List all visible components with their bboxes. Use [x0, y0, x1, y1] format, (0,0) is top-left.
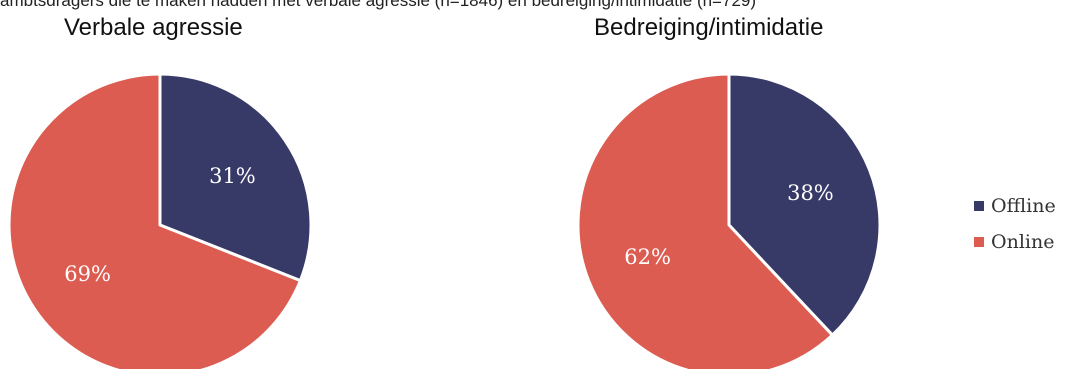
pie-title-verbale-agressie: Verbale agressie: [64, 14, 243, 41]
legend-label-offline: Offline: [991, 195, 1056, 217]
chart-legend: Offline Online: [974, 188, 1056, 260]
pie-2-label-offline: 38%: [787, 181, 834, 205]
pie-2-slice-offline: [727, 72, 882, 337]
legend-label-online: Online: [991, 231, 1055, 253]
pie-1-label-online: 69%: [64, 262, 111, 286]
pie-2-slice-online: [576, 72, 834, 369]
legend-item-offline: Offline: [974, 188, 1056, 224]
pie-1-label-offline: 31%: [209, 164, 256, 188]
pie-title-bedreiging-intimidatie: Bedreiging/intimidatie: [594, 14, 824, 41]
legend-swatch-online: [974, 237, 984, 247]
pie-1-slice-online: [7, 72, 302, 369]
chart-caption: ambtsdragers die te maken hadden met ver…: [0, 0, 757, 10]
pie-1-slice-offline: [158, 72, 313, 283]
legend-swatch-offline: [974, 201, 984, 211]
legend-item-online: Online: [974, 224, 1056, 260]
pie-2-label-online: 62%: [624, 245, 671, 269]
